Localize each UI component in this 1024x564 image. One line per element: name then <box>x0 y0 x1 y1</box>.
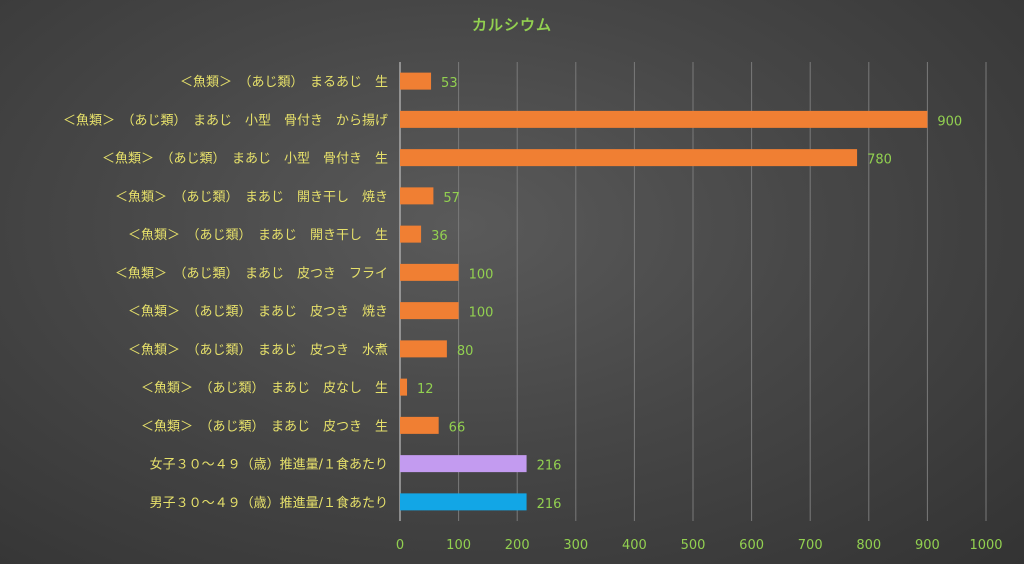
x-tick-label: 800 <box>856 538 881 553</box>
data-label: 36 <box>431 229 448 244</box>
data-label: 100 <box>469 306 494 321</box>
category-label: ＜魚類＞ （あじ類） まあじ 皮つき 焼き <box>128 305 388 320</box>
x-tick-label: 900 <box>915 538 940 553</box>
data-label: 80 <box>457 344 474 359</box>
category-label: ＜魚類＞ （あじ類） まあじ 皮つき フライ <box>115 266 388 281</box>
x-tick-label: 600 <box>739 538 764 553</box>
x-tick-label: 500 <box>681 538 706 553</box>
bar <box>400 149 858 167</box>
bar <box>400 416 439 434</box>
bar <box>400 340 447 358</box>
bar <box>400 455 527 473</box>
data-label: 57 <box>443 191 460 206</box>
x-tick-label: 700 <box>798 538 823 553</box>
x-tick-label: 400 <box>622 538 647 553</box>
x-tick-label: 1000 <box>969 538 1002 553</box>
data-label: 216 <box>537 459 562 474</box>
category-label: ＜魚類＞ （あじ類） まあじ 開き干し 生 <box>128 228 388 243</box>
chart-title: カルシウム <box>471 16 552 34</box>
category-label: 男子３０～４９（歳）推進量/１食あたり <box>150 495 388 511</box>
category-label: ＜魚類＞ （あじ類） まるあじ 生 <box>180 75 388 90</box>
x-tick-label: 100 <box>446 538 471 553</box>
data-label: 900 <box>937 114 962 129</box>
bar <box>400 378 408 396</box>
bar <box>400 72 432 90</box>
category-label: ＜魚類＞ （あじ類） まあじ 皮つき 生 <box>141 419 388 434</box>
x-tick-label: 300 <box>563 538 588 553</box>
bar <box>400 263 459 281</box>
bar <box>400 225 422 243</box>
category-label: ＜魚類＞ （あじ類） まあじ 皮なし 生 <box>141 381 388 396</box>
x-tick-label: 0 <box>396 538 404 553</box>
bar <box>400 302 459 320</box>
data-label: 53 <box>441 76 458 91</box>
category-label: 女子３０～４９（歳）推進量/１食あたり <box>150 457 388 473</box>
data-label: 12 <box>417 382 434 397</box>
bar <box>400 110 928 128</box>
bar <box>400 493 527 511</box>
category-label: ＜魚類＞ （あじ類） まあじ 皮つき 水煮 <box>128 343 388 358</box>
category-label: ＜魚類＞ （あじ類） まあじ 小型 骨付き から揚げ <box>63 112 388 128</box>
data-label: 100 <box>469 267 494 282</box>
data-label: 216 <box>537 497 562 512</box>
category-label: ＜魚類＞ （あじ類） まあじ 小型 骨付き 生 <box>102 152 388 167</box>
data-label: 66 <box>449 420 466 435</box>
category-label: ＜魚類＞ （あじ類） まあじ 開き干し 焼き <box>115 190 388 205</box>
x-tick-label: 200 <box>505 538 530 553</box>
data-label: 780 <box>867 153 892 168</box>
bar <box>400 187 434 205</box>
